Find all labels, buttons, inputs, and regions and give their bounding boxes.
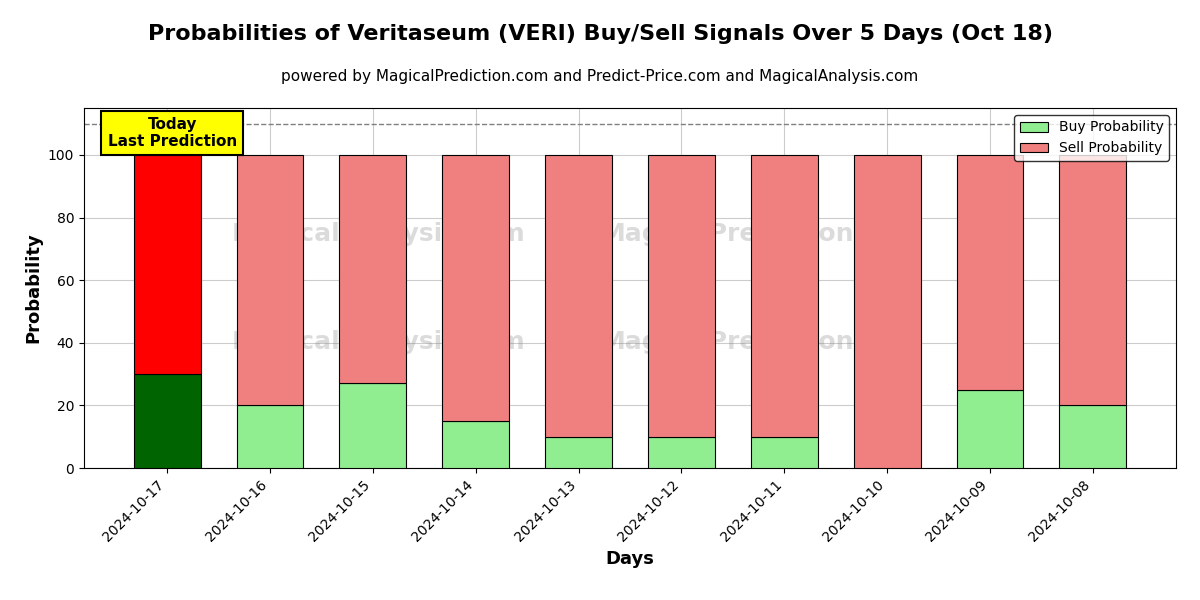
Bar [648, 437, 715, 468]
Text: MagicalAnalysis.com: MagicalAnalysis.com [232, 222, 526, 246]
Bar [340, 155, 407, 383]
X-axis label: Days: Days [606, 550, 654, 568]
Y-axis label: Probability: Probability [24, 233, 42, 343]
Text: MagicalAnalysis.com: MagicalAnalysis.com [232, 330, 526, 354]
Bar [1060, 406, 1127, 468]
Text: Today
Last Prediction: Today Last Prediction [108, 117, 236, 149]
Bar [956, 155, 1024, 390]
Bar [236, 406, 304, 468]
Bar [133, 155, 200, 374]
Text: Probabilities of Veritaseum (VERI) Buy/Sell Signals Over 5 Days (Oct 18): Probabilities of Veritaseum (VERI) Buy/S… [148, 24, 1052, 44]
Bar [853, 155, 920, 468]
Text: MagicalPrediction.com: MagicalPrediction.com [600, 222, 922, 246]
Bar [751, 155, 817, 437]
Bar [545, 155, 612, 437]
Text: powered by MagicalPrediction.com and Predict-Price.com and MagicalAnalysis.com: powered by MagicalPrediction.com and Pre… [281, 69, 919, 84]
Bar [236, 155, 304, 406]
Bar [648, 155, 715, 437]
Bar [956, 390, 1024, 468]
Bar [751, 437, 817, 468]
Bar [1060, 155, 1127, 406]
Legend: Buy Probability, Sell Probability: Buy Probability, Sell Probability [1014, 115, 1169, 161]
Bar [133, 374, 200, 468]
Bar [443, 421, 509, 468]
Text: MagicalPrediction.com: MagicalPrediction.com [600, 330, 922, 354]
Bar [443, 155, 509, 421]
Bar [340, 383, 407, 468]
Bar [545, 437, 612, 468]
